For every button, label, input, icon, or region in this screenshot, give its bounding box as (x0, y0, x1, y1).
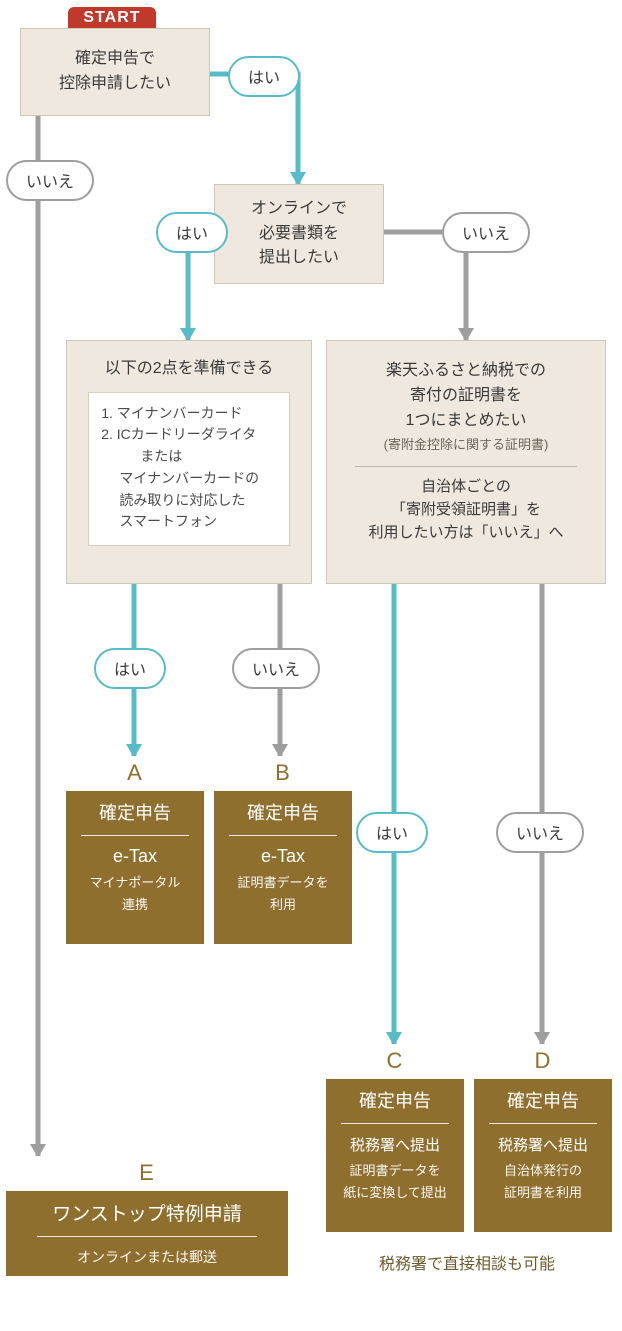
q4-line2: 寄付の証明書を (410, 384, 522, 409)
result-c-div (341, 1123, 449, 1124)
q1-line1: 確定申告で (75, 47, 155, 72)
q3-list: 1. マイナンバーカード 2. ICカードリーダライタ または マイナンバーカー… (88, 392, 290, 546)
q3-title: 以下の2点を準備できる (105, 357, 274, 382)
result-c-t3b: 紙に変換して提出 (326, 1181, 464, 1203)
result-a-t2: e-Tax (66, 844, 204, 871)
q4-divider (355, 466, 577, 467)
q3-list2b: または (101, 446, 277, 468)
question-4: 楽天ふるさと納税での 寄付の証明書を 1つにまとめたい (寄附金控除に関する証明… (326, 340, 606, 584)
result-d-tag: D (474, 1044, 612, 1079)
q3-list2c: マイナンバーカードの (101, 468, 277, 490)
q1-line2: 控除申請したい (59, 72, 171, 97)
result-d-t2: 税務署へ提出 (474, 1132, 612, 1159)
pill-q2-yes: はい (156, 212, 228, 253)
q4-hint1: 自治体ごとの (421, 475, 511, 498)
result-a-t3b: 連携 (66, 893, 204, 915)
result-c-t3a: 証明書データを (326, 1159, 464, 1181)
result-e-t1: ワンストップ特例申請 (6, 1199, 288, 1232)
pill-q3-yes: はい (94, 648, 166, 689)
pill-q1-yes: はい (228, 56, 300, 97)
result-d-t1: 確定申告 (474, 1087, 612, 1119)
q3-list2: 2. ICカードリーダライタ (101, 424, 277, 446)
q3-list1: 1. マイナンバーカード (101, 403, 277, 425)
result-b-t3b: 利用 (214, 893, 352, 915)
question-1: 確定申告で 控除申請したい (20, 28, 210, 116)
result-d-div (489, 1123, 597, 1124)
footnote: 税務署で直接相談も可能 (322, 1250, 612, 1274)
q4-hint2: 「寄附受領証明書」を (391, 498, 541, 521)
pill-q1-no: いいえ (6, 160, 94, 201)
result-c-t1: 確定申告 (326, 1087, 464, 1119)
result-b-tag: B (214, 756, 352, 791)
result-a: A 確定申告 e-Tax マイナポータル 連携 (66, 756, 204, 944)
pill-q4-no: いいえ (496, 812, 584, 853)
result-b-t3a: 証明書データを (214, 871, 352, 893)
result-d: D 確定申告 税務署へ提出 自治体発行の 証明書を利用 (474, 1044, 612, 1232)
pill-q3-no: いいえ (232, 648, 320, 689)
q4-sub: (寄附金控除に関する証明書) (384, 435, 549, 455)
q4-line3: 1つにまとめたい (406, 409, 527, 434)
flowchart-canvas: START 確定申告で 控除申請したい オンラインで 必要書類を 提出したい 以… (0, 0, 622, 1331)
pill-q4-yes: はい (356, 812, 428, 853)
question-2: オンラインで 必要書類を 提出したい (214, 184, 384, 284)
result-c: C 確定申告 税務署へ提出 証明書データを 紙に変換して提出 (326, 1044, 464, 1232)
result-b: B 確定申告 e-Tax 証明書データを 利用 (214, 756, 352, 944)
result-e-tag: E (6, 1156, 288, 1191)
q3-list2e: スマートフォン (101, 511, 277, 533)
result-e-div (37, 1236, 257, 1237)
result-e-t3: オンラインまたは郵送 (6, 1245, 288, 1268)
q4-line1: 楽天ふるさと納税での (386, 359, 546, 384)
result-c-tag: C (326, 1044, 464, 1079)
q3-list2d: 読み取りに対応した (101, 490, 277, 512)
question-3: 以下の2点を準備できる 1. マイナンバーカード 2. ICカードリーダライタ … (66, 340, 312, 584)
q2-line3: 提出したい (259, 246, 339, 271)
q2-line2: 必要書類を (259, 222, 339, 247)
result-d-t3b: 証明書を利用 (474, 1181, 612, 1203)
result-a-t1: 確定申告 (66, 799, 204, 831)
result-e: E ワンストップ特例申請 オンラインまたは郵送 (6, 1156, 288, 1276)
result-b-div (229, 835, 337, 836)
result-b-t2: e-Tax (214, 844, 352, 871)
pill-q2-no: いいえ (442, 212, 530, 253)
result-a-tag: A (66, 756, 204, 791)
q2-line1: オンラインで (251, 197, 347, 222)
result-d-t3a: 自治体発行の (474, 1159, 612, 1181)
result-a-div (81, 835, 189, 836)
result-c-t2: 税務署へ提出 (326, 1132, 464, 1159)
q4-hint3: 利用したい方は「いいえ」へ (368, 521, 563, 544)
result-a-t3a: マイナポータル (66, 871, 204, 893)
result-b-t1: 確定申告 (214, 799, 352, 831)
